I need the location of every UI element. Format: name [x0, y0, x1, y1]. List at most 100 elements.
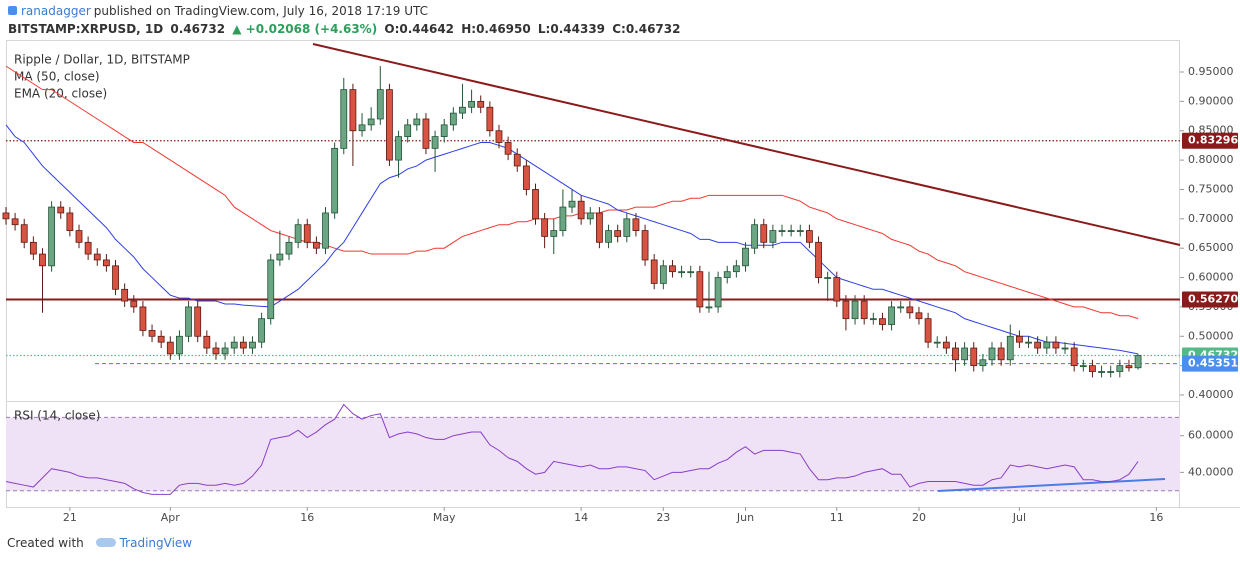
- candle-body: [422, 118, 430, 149]
- candle-body: [833, 277, 841, 302]
- candle-body: [979, 359, 987, 367]
- rsi-line: [5, 403, 1139, 495]
- candle-body: [166, 341, 174, 355]
- candle-body: [267, 259, 275, 320]
- ohlc: 0.46732: [625, 22, 681, 36]
- candle-body: [212, 347, 220, 355]
- candle-body: [842, 300, 850, 320]
- candle-body: [869, 318, 877, 321]
- change: ▲ +0.02068 (+4.63%): [232, 22, 378, 36]
- candle-body: [1006, 335, 1014, 361]
- candle-body: [157, 335, 165, 343]
- candle-body: [1070, 347, 1078, 367]
- y-tick-label: 0.70000: [1188, 212, 1234, 225]
- candle-body: [796, 230, 804, 232]
- y-tick-label: 40.0000: [1188, 465, 1234, 478]
- y-tick-label: 0.90000: [1188, 94, 1234, 107]
- candle-body: [605, 230, 612, 243]
- chart-title: Ripple / Dollar, 1D, BITSTAMP: [14, 53, 190, 67]
- candle-body: [577, 200, 585, 220]
- candle-body: [742, 247, 749, 267]
- last-price: 0.46732: [170, 22, 226, 36]
- price-tag: [1182, 355, 1238, 372]
- candle-body: [322, 212, 329, 249]
- y-tick-label: 0.40000: [1188, 388, 1234, 401]
- candle-body: [952, 347, 959, 361]
- candle-body: [1098, 371, 1105, 373]
- author[interactable]: ranadagger: [21, 4, 91, 18]
- candle-body: [942, 341, 950, 349]
- avatar: [8, 6, 17, 15]
- overlay-line: [5, 124, 1139, 355]
- candle-body: [340, 89, 348, 149]
- published: published on TradingView.com, July 16, 2…: [93, 4, 429, 18]
- candle-body: [1034, 341, 1042, 349]
- candle-body: [997, 347, 1005, 361]
- candle-body: [11, 218, 19, 226]
- candle-body: [705, 306, 713, 309]
- candle-body: [1089, 365, 1096, 372]
- candle-body: [504, 142, 512, 155]
- candle-body: [431, 136, 439, 149]
- candle-body: [459, 106, 466, 114]
- candle-body: [879, 318, 886, 325]
- candle-body: [176, 335, 183, 355]
- candle-body: [961, 347, 969, 361]
- candle-body: [239, 341, 247, 349]
- candle-body: [294, 224, 302, 243]
- candle-body: [760, 224, 768, 243]
- candle-body: [769, 230, 777, 243]
- legend-entry: MA (50, close): [14, 70, 100, 84]
- candle-body: [1025, 341, 1032, 344]
- candle-body: [924, 318, 932, 343]
- candle-body: [194, 306, 202, 337]
- rsi-band: [6, 417, 1180, 491]
- candle-body: [449, 112, 457, 126]
- candle-body: [376, 89, 384, 120]
- x-tick-label: 14: [574, 511, 588, 524]
- candle-body: [650, 259, 658, 284]
- candle-body: [687, 271, 695, 274]
- candle-body: [185, 306, 192, 337]
- candle-body: [778, 230, 786, 232]
- brand[interactable]: TradingView: [119, 536, 193, 550]
- candle-body: [787, 230, 795, 232]
- candle-body: [522, 165, 530, 190]
- candle-body: [130, 300, 138, 308]
- candle-body: [358, 124, 366, 132]
- candle-body: [888, 306, 895, 325]
- candle-body: [906, 306, 914, 314]
- candle-body: [632, 218, 640, 231]
- candle-body: [1061, 347, 1069, 350]
- candle-body: [669, 265, 676, 273]
- x-tick-label: May: [433, 511, 456, 524]
- candle-body: [477, 100, 485, 108]
- candle-body: [148, 330, 156, 337]
- ohlc: C:: [612, 22, 626, 36]
- candle-body: [139, 306, 147, 331]
- candle-body: [1116, 365, 1124, 372]
- price-tag-label: 0.45351: [1188, 357, 1238, 370]
- symbol-line: BITSTAMP:XRPUSD, 1D 0.46732 ▲ +0.02068 (…: [8, 22, 683, 36]
- candle-body: [1125, 365, 1133, 369]
- candle-body: [696, 271, 704, 308]
- y-tick-label: 0.95000: [1188, 65, 1234, 78]
- candle-body: [513, 153, 521, 167]
- candle-body: [331, 147, 339, 214]
- x-tick-label: 23: [656, 511, 670, 524]
- footer: Created with TradingView: [7, 536, 192, 550]
- price-tag-label: 0.56270: [1188, 292, 1238, 305]
- price-tag: [1182, 132, 1238, 149]
- ohlc: O:: [384, 22, 400, 36]
- candle-body: [84, 241, 92, 255]
- candle-body: [897, 306, 905, 309]
- candle-body: [258, 318, 266, 343]
- symbol: BITSTAMP:XRPUSD, 1D: [8, 22, 164, 36]
- candle-body: [349, 89, 357, 132]
- candle-body: [851, 300, 859, 320]
- candle-body: [1107, 371, 1115, 373]
- x-tick-label: 16: [1149, 511, 1163, 524]
- candle-body: [230, 341, 238, 349]
- candle-body: [714, 277, 722, 308]
- trend-line: [312, 43, 1181, 246]
